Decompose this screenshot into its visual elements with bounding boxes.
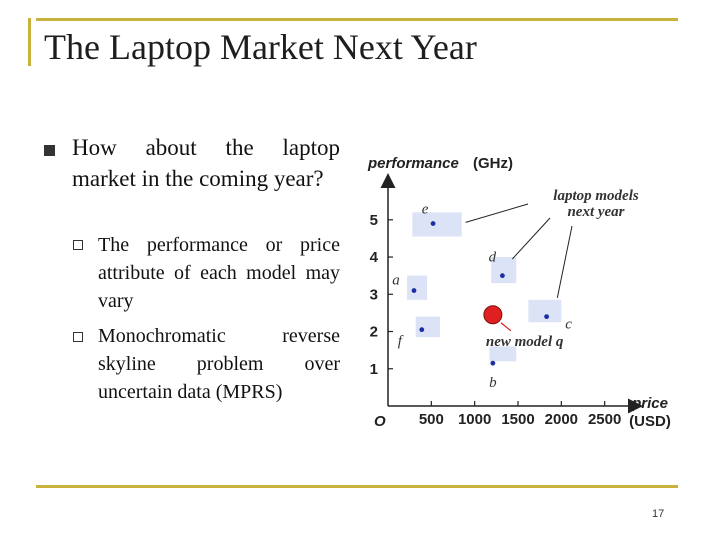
x-axis-unit: (USD) [629,413,671,430]
top-rule [36,18,678,21]
model-point-d [500,273,505,279]
uncertainty-box-d [491,257,517,284]
x-tick-label: 2000 [545,411,578,428]
callout-line-d [511,217,551,260]
origin-label: O [374,413,386,430]
y-axis-label: performance [367,155,459,172]
query-label: new model q [486,334,564,350]
model-label-f: f [398,334,404,350]
model-label-a: a [392,273,400,289]
model-label-e: e [422,202,429,218]
uncertainty-box-a [407,275,427,300]
x-tick-label: 500 [419,411,444,428]
model-point-b [490,360,496,366]
left-rule [28,18,31,66]
sub-bullet-icon [73,240,83,250]
model-label-d: d [489,250,497,266]
y-tick-label: 3 [370,286,378,303]
annotation-line-2: next year [567,204,624,220]
query-point [483,305,503,325]
model-label-b: b [489,375,497,391]
annotation-line-1: laptop models [553,188,639,204]
x-tick-label: 2500 [588,411,621,428]
page-number: 17 [652,508,665,520]
query-pointer-line [500,322,512,332]
sub-bullet-text-2: Monochromatic reverse skyline problem ov… [98,325,340,403]
sub-bullet-text-1: The performance or price attribute of ea… [98,234,340,312]
y-axis-unit: (GHz) [473,155,513,172]
model-label-c: c [565,317,572,333]
y-tick-label: 4 [370,249,379,266]
y-tick-label: 1 [370,361,378,378]
y-tick-label: 5 [370,212,378,229]
x-tick-label: 1500 [501,411,534,428]
bottom-rule [36,485,678,488]
callout-line-e [465,203,529,223]
main-bullet-text: How about the laptop market in the comin… [72,135,340,191]
model-point-f [419,327,425,333]
uncertainty-box-e [412,212,462,237]
callout-line-c [556,225,573,298]
model-point-a [411,288,417,293]
model-point-c [544,314,549,320]
sub-bullet-icon [73,332,83,342]
slide-title: The Laptop Market Next Year [44,27,477,67]
uncertainty-box-b [489,346,517,362]
x-axis-label: price [631,395,668,412]
bullet-square-icon [44,145,55,156]
x-tick-label: 1000 [458,411,491,428]
uncertainty-box-f [415,316,440,338]
uncertainty-box-c [528,299,562,323]
y-tick-label: 2 [370,324,378,341]
model-point-e [430,221,436,226]
skyline-scatter-chart: 500 1000 1500 2000 2500 1 2 3 4 5 e d a c f b performa… [367,155,671,430]
